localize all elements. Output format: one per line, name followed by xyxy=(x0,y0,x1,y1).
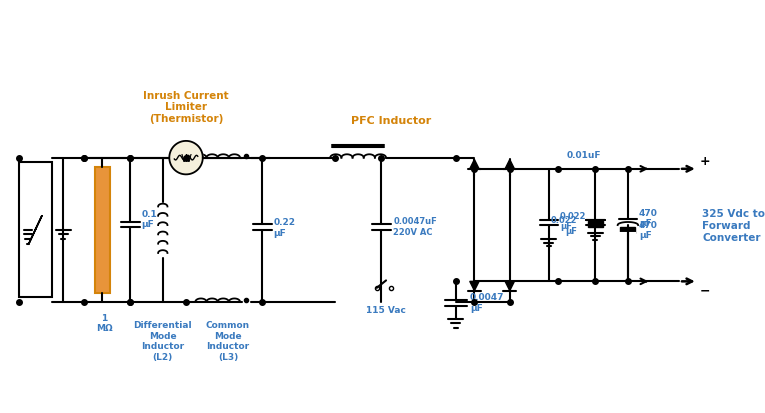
Text: 220V AC: 220V AC xyxy=(393,228,433,237)
Text: Inrush Current
Limiter
(Thermistor): Inrush Current Limiter (Thermistor) xyxy=(143,90,229,124)
Polygon shape xyxy=(505,160,514,169)
Text: 0.0047
μF: 0.0047 μF xyxy=(470,292,504,312)
Text: 470
μF: 470 μF xyxy=(639,209,658,228)
Text: W: W xyxy=(181,153,191,163)
Text: 1
MΩ: 1 MΩ xyxy=(96,313,112,332)
Text: 115 Vac: 115 Vac xyxy=(366,305,406,314)
Polygon shape xyxy=(169,142,203,175)
Text: 0.022
μF: 0.022 μF xyxy=(550,216,577,235)
Bar xyxy=(588,222,603,228)
Text: 0.0047uF: 0.0047uF xyxy=(393,216,438,225)
Text: Common
Mode
Inductor
(L3): Common Mode Inductor (L3) xyxy=(206,320,250,361)
FancyBboxPatch shape xyxy=(95,168,109,293)
Text: +: + xyxy=(699,154,710,168)
Text: Differential
Mode
Inductor
(L2): Differential Mode Inductor (L2) xyxy=(133,320,192,361)
Text: 0.22
μF: 0.22 μF xyxy=(273,218,295,237)
Polygon shape xyxy=(470,282,479,291)
Text: −: − xyxy=(699,283,710,297)
Text: 325 Vdc to
Forward
Converter: 325 Vdc to Forward Converter xyxy=(702,209,765,242)
Text: 0.022
μF: 0.022 μF xyxy=(560,211,587,230)
FancyBboxPatch shape xyxy=(18,163,52,297)
Bar xyxy=(620,228,636,233)
Text: PFC Inductor: PFC Inductor xyxy=(350,116,431,126)
Text: 470
μF: 470 μF xyxy=(639,221,658,240)
Bar xyxy=(620,233,636,239)
Text: 0.01uF: 0.01uF xyxy=(567,151,601,160)
Polygon shape xyxy=(505,282,514,291)
Text: 0.1
μF: 0.1 μF xyxy=(142,209,157,229)
Polygon shape xyxy=(470,160,479,169)
